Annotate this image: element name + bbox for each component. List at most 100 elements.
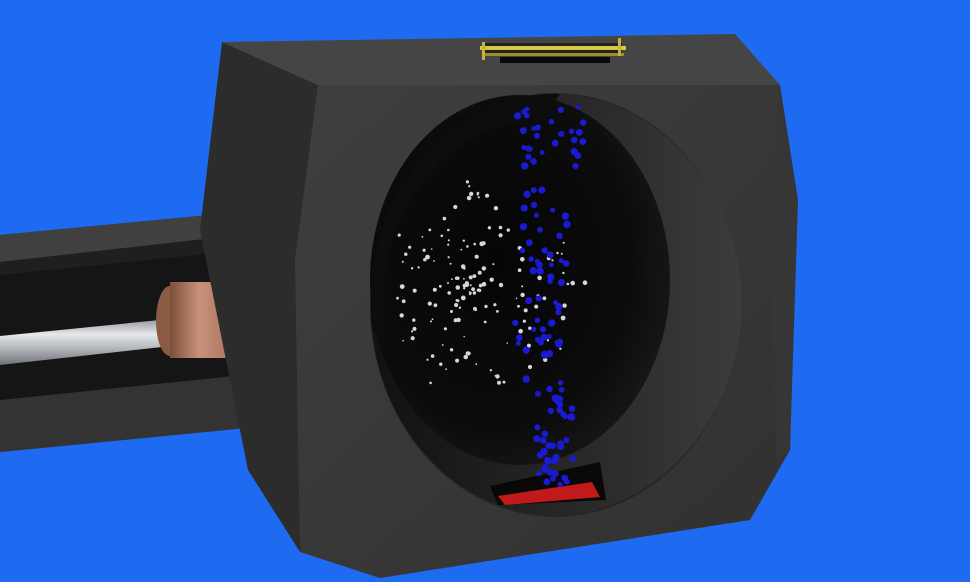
ion-particle (521, 144, 527, 150)
top-slot (480, 38, 626, 63)
neutral-particle (520, 257, 525, 262)
neutral-particle (456, 317, 461, 323)
ion-particle (529, 267, 537, 275)
ion-particle (519, 247, 526, 254)
neutral-particle (408, 245, 412, 249)
neutral-particle (428, 228, 432, 232)
ion-particle (537, 226, 543, 233)
neutral-particle (430, 248, 433, 250)
neutral-particle (458, 306, 462, 309)
neutral-particle (489, 277, 494, 282)
ion-particle (538, 186, 546, 194)
neutral-particle (447, 239, 450, 242)
ion-particle (541, 351, 549, 359)
ion-particle (536, 470, 542, 477)
ion-particle (539, 437, 547, 444)
neutral-particle (498, 282, 504, 288)
ion-particle (535, 295, 543, 302)
ion-particle (574, 152, 582, 160)
neutral-particle (485, 193, 490, 198)
neutral-particle (425, 254, 430, 260)
neutral-particles (396, 180, 588, 385)
ion-particle (530, 187, 537, 194)
neutral-particle (534, 304, 539, 309)
neutral-particle (399, 313, 404, 318)
neutral-particle (456, 276, 460, 280)
neutral-particle (455, 358, 460, 363)
neutral-particle (396, 296, 399, 300)
neutral-particle (502, 380, 506, 384)
ion-particle (557, 443, 565, 451)
neutral-particle (417, 266, 420, 269)
neutral-particle (506, 342, 509, 344)
neutral-particle (441, 344, 444, 346)
neutral-particle (453, 318, 458, 323)
neutral-particle (401, 260, 404, 263)
neutral-particle (456, 299, 460, 303)
ion-particle (534, 132, 540, 139)
neutral-particle (546, 339, 550, 342)
ion-particle (535, 390, 541, 397)
neutral-particle (433, 260, 435, 262)
neutral-particle (476, 193, 479, 196)
ion-particle (512, 319, 519, 326)
ion-particle (558, 258, 564, 264)
neutral-particle (460, 248, 463, 251)
neutral-particle (410, 267, 414, 270)
ion-particle (531, 326, 537, 332)
ion-particle (540, 333, 548, 341)
ion-particle (546, 385, 553, 393)
ion-particle (550, 207, 556, 213)
ion-particle (516, 334, 523, 341)
neutral-particle (543, 357, 548, 362)
neutral-particle (478, 283, 483, 288)
ion-particle (530, 158, 537, 165)
ion-particle (546, 333, 552, 340)
neutral-particle (560, 252, 563, 255)
neutral-particle (463, 277, 465, 280)
neutral-particle (447, 243, 450, 246)
ion-particle (522, 346, 530, 354)
neutral-particle (477, 270, 482, 275)
neutral-particle (466, 351, 471, 356)
ion-particle (556, 232, 563, 239)
neutral-particle (463, 287, 466, 290)
ion-particle (548, 319, 556, 327)
neutral-particle (489, 369, 493, 372)
ion-particle (515, 340, 521, 346)
ion-particle (531, 125, 536, 131)
ion-particle (534, 124, 541, 131)
neutral-particle (463, 354, 469, 360)
neutral-particle (559, 347, 562, 350)
neutral-particle (517, 304, 520, 308)
ion-particle (525, 145, 532, 152)
ion-particle (535, 336, 541, 343)
ion-particle (568, 405, 576, 413)
neutral-particle (481, 241, 486, 246)
neutral-particle (468, 275, 473, 280)
ion-particle (519, 223, 528, 231)
neutral-particle (399, 284, 405, 289)
neutral-particle (474, 254, 479, 259)
ion-particle (580, 119, 587, 126)
ion-particle (555, 302, 563, 310)
ion-particle (520, 204, 528, 212)
neutral-particle (493, 303, 497, 307)
ion-particle (579, 138, 587, 146)
ion-particle (548, 118, 555, 125)
ion-particle (550, 475, 556, 482)
ion-particle (533, 435, 541, 443)
ion-particle (523, 190, 531, 198)
neutral-particle (483, 320, 487, 324)
ion-particle (539, 150, 545, 155)
neutral-particle (537, 275, 542, 281)
ion-particle (557, 106, 565, 113)
neutral-particle (447, 256, 450, 259)
ion-particle (558, 130, 565, 137)
neutral-particle (445, 368, 447, 370)
chamber-cavity (370, 93, 743, 517)
neutral-particle (560, 315, 566, 321)
neutral-particle (465, 180, 469, 184)
neutral-particle (493, 206, 499, 211)
